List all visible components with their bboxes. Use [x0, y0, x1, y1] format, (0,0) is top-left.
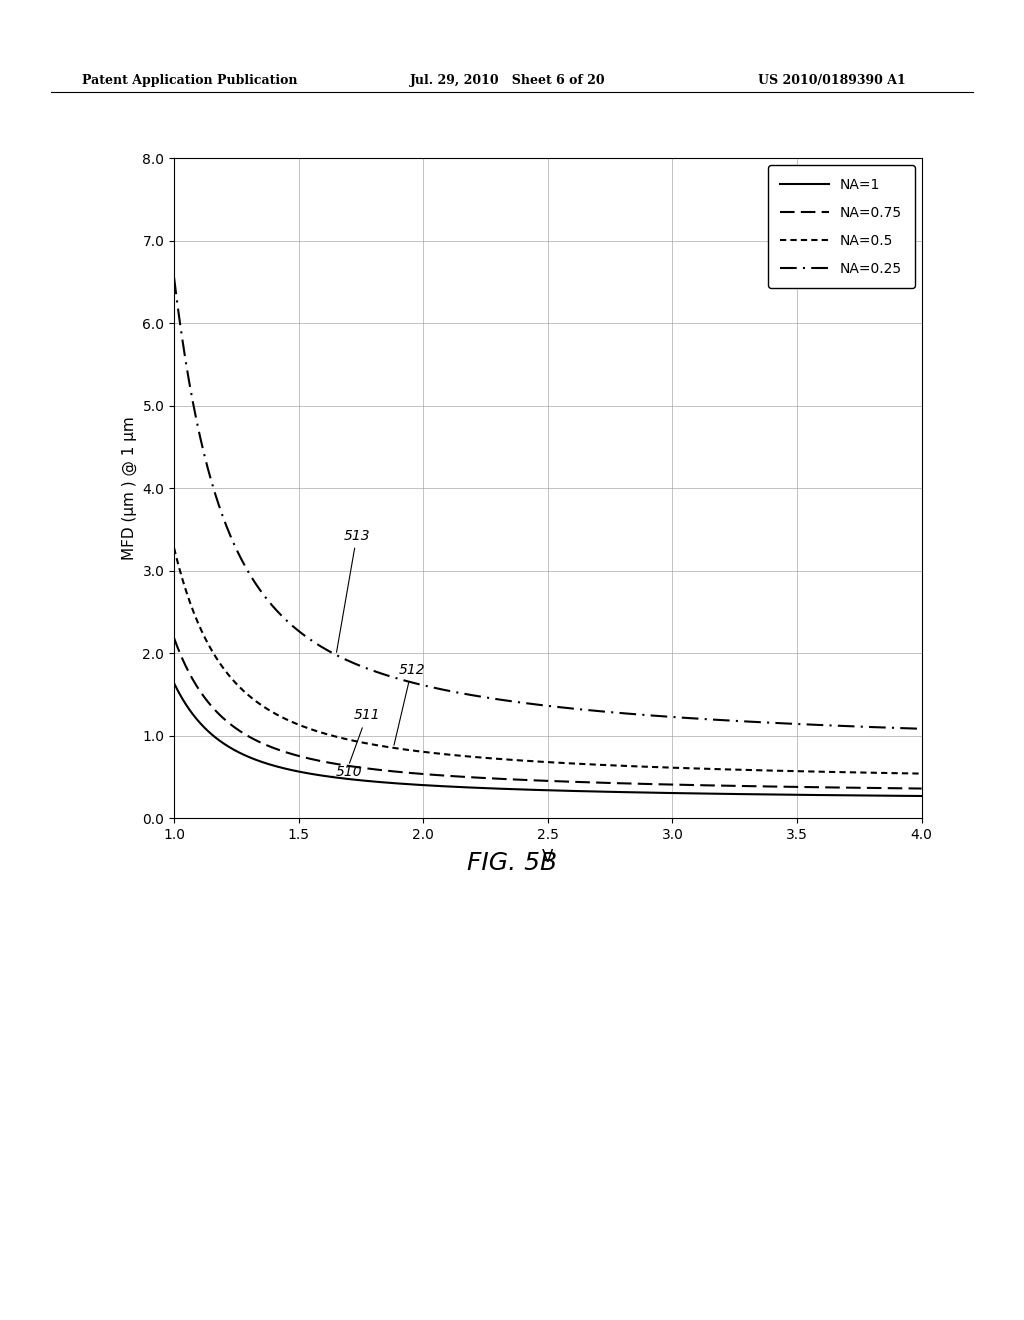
Text: 511: 511: [349, 709, 380, 763]
Text: 512: 512: [394, 663, 425, 746]
Text: Jul. 29, 2010   Sheet 6 of 20: Jul. 29, 2010 Sheet 6 of 20: [410, 74, 605, 87]
Text: FIG. 5B: FIG. 5B: [467, 851, 557, 875]
Legend: NA=1, NA=0.75, NA=0.5, NA=0.25: NA=1, NA=0.75, NA=0.5, NA=0.25: [768, 165, 914, 288]
Text: Patent Application Publication: Patent Application Publication: [82, 74, 297, 87]
Y-axis label: MFD (μm ) @ 1 μm: MFD (μm ) @ 1 μm: [122, 417, 137, 560]
Text: 510: 510: [331, 764, 362, 779]
X-axis label: V: V: [542, 847, 554, 866]
Text: 513: 513: [337, 528, 370, 652]
Text: US 2010/0189390 A1: US 2010/0189390 A1: [758, 74, 905, 87]
